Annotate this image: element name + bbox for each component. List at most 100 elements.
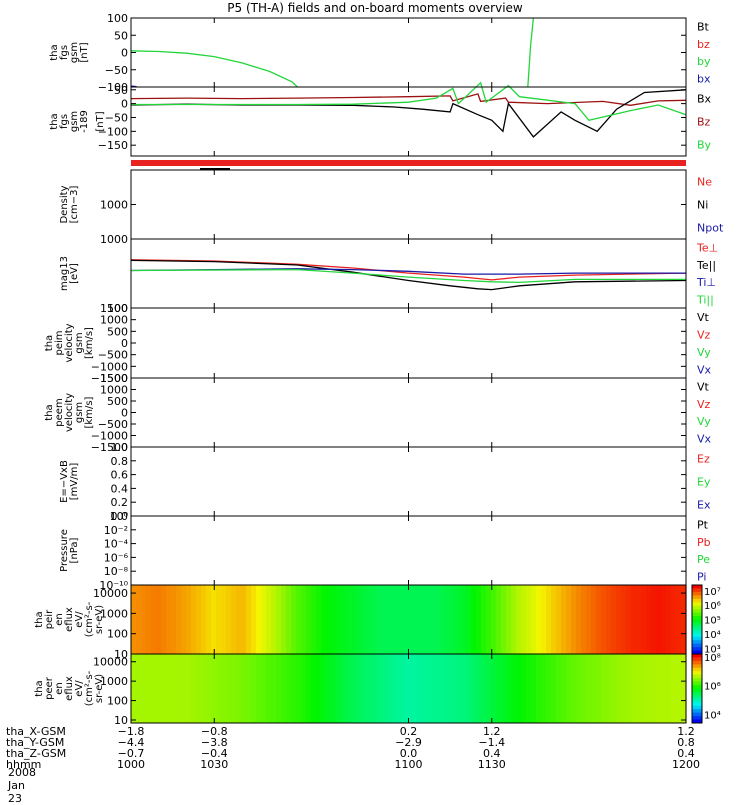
heatmap-column [246, 654, 252, 723]
heatmap-column [546, 585, 552, 654]
heatmap-column [571, 654, 577, 723]
heatmap-column [156, 585, 162, 654]
y-tick-label: 0 [121, 98, 128, 111]
heatmap-column [186, 654, 192, 723]
legend-label: Vt [697, 381, 710, 394]
series-Ti||-line [130, 268, 686, 284]
heatmap-column [156, 654, 162, 723]
heatmap-column [476, 585, 482, 654]
colorbar-cell [692, 716, 702, 721]
heatmap-column [601, 585, 607, 654]
series-By-line [131, 81, 687, 122]
heatmap-column [596, 585, 602, 654]
heatmap-column [381, 585, 387, 654]
panel-7: 1.00.80.60.40.20.0 E=−VxB [mV/m] Ez Ey Ex [59, 441, 711, 523]
heatmap-column [331, 585, 337, 654]
time-axis-value: 1000 [117, 758, 145, 771]
heatmap-column [481, 654, 487, 723]
heatmap-column [551, 654, 557, 723]
y-axis-label: gsm [74, 332, 85, 353]
heatmap-column [401, 585, 407, 654]
y-axis-label: [cm−3] [69, 186, 80, 224]
colorbar-cell [692, 640, 702, 645]
legend-label: Ex [697, 499, 711, 512]
colorbar-cell [692, 698, 702, 703]
heatmap-column [176, 585, 182, 654]
heatmap-column [216, 654, 222, 723]
colorbar-cell [692, 605, 702, 610]
heatmap-column [186, 585, 192, 654]
panel-1: 100 50 0 −50 −100 tha fgs gsm [nT] Bt bz by bx [49, 12, 711, 94]
heatmap-column [281, 585, 287, 654]
heatmap-column [576, 654, 582, 723]
colorbar-cell [692, 650, 702, 655]
panel-frame [130, 307, 687, 379]
heatmap-column [231, 654, 237, 723]
heatmap-column [441, 585, 447, 654]
y-axis-label: sr-eV) [94, 674, 105, 703]
heatmap-column [226, 654, 232, 723]
colorbar-cell [692, 647, 702, 652]
heatmap-column [346, 654, 352, 723]
y-tick-label: −50 [105, 64, 128, 77]
heatmap-column [251, 654, 257, 723]
panel-frame [130, 377, 687, 448]
legend-label: Npot [697, 222, 724, 235]
heatmap-column [131, 585, 137, 654]
heatmap-column [311, 585, 317, 654]
y-tick-label: 1500 [100, 372, 128, 385]
colorbar-cell [692, 629, 702, 634]
heatmap-column [166, 585, 172, 654]
y-axis-label: sr-eV) [94, 605, 105, 634]
heatmap-column [446, 585, 452, 654]
y-tick-label: 1000 [100, 199, 128, 212]
heatmap-column [491, 654, 497, 723]
y-tick-label: −100 [98, 81, 128, 94]
heatmap-column [636, 585, 642, 654]
heatmap-column [306, 654, 312, 723]
heatmap-column [611, 585, 617, 654]
time-axis-value: −0.4 [201, 747, 228, 760]
heatmap-column [651, 654, 657, 723]
heatmap-column [646, 654, 652, 723]
heatmap-column [356, 654, 362, 723]
y-axis-label: peer [44, 676, 55, 700]
colorbar-tick-label: 10⁷ [704, 587, 721, 598]
heatmap-column [196, 654, 202, 723]
legend-label: Bx [697, 93, 712, 106]
heatmap-column [481, 585, 487, 654]
time-axis-value: −2.9 [395, 736, 422, 749]
time-axis-value: 1130 [478, 758, 506, 771]
heatmap-column [411, 654, 417, 723]
time-axis-value: −3.8 [201, 736, 228, 749]
y-axis-label: tha [34, 680, 45, 696]
heatmap-column [406, 654, 412, 723]
colorbar-cell [692, 595, 702, 600]
colorbar-cell [692, 695, 702, 700]
heatmap-column [266, 585, 272, 654]
heatmap-column [381, 654, 387, 723]
heatmap-column [646, 585, 652, 654]
y-axis-label: fgs [59, 114, 70, 129]
y-tick-label: −1000 [91, 430, 128, 443]
heatmap-column [501, 585, 507, 654]
heatmap-column [251, 585, 257, 654]
heatmap-column [241, 654, 247, 723]
time-axis-value: −0.8 [201, 725, 228, 738]
time-axis-row-label: tha_Z-GSM [6, 747, 66, 760]
legend-label: Ti⊥ [696, 276, 716, 289]
heatmap-column [641, 654, 647, 723]
y-tick-label: 0.6 [111, 469, 129, 482]
colorbar-tick-label: 10³ [704, 644, 721, 655]
heatmap-column [586, 585, 592, 654]
heatmap-column [341, 654, 347, 723]
heatmap-column [626, 654, 632, 723]
heatmap-column [516, 654, 522, 723]
heatmap-column [136, 585, 142, 654]
heatmap-column [221, 654, 227, 723]
time-axis-value: −4.4 [118, 736, 145, 749]
legend-label: Vz [697, 328, 711, 341]
y-axis-label: E=−VxB [59, 460, 70, 503]
heatmap-column [201, 585, 207, 654]
